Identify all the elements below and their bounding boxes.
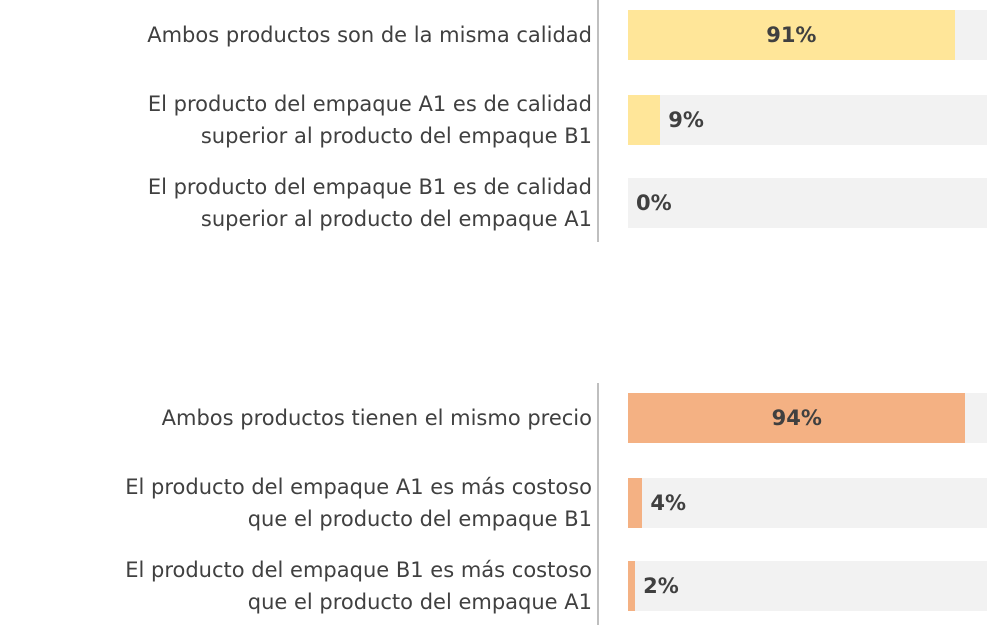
category-label: Ambos productos son de la misma calidad [147, 23, 592, 47]
value-label: 91% [766, 23, 817, 47]
bar-chart: Ambos productos son de la misma calidad 9… [0, 0, 987, 242]
bar-track: 0% [628, 178, 987, 228]
bar [628, 10, 955, 60]
category-label: El producto del empaque B1 es de calidad… [147, 175, 592, 231]
value-label: 4% [650, 491, 687, 515]
bar-track: 4% [628, 478, 987, 528]
bar [628, 478, 643, 528]
category-label: El producto del empaque B1 es más costos… [125, 558, 592, 614]
value-label: 0% [636, 191, 672, 215]
axis-line [597, 383, 599, 625]
axis-line [597, 0, 599, 242]
bar [628, 393, 966, 443]
bar-track: 94% [628, 393, 987, 443]
bar-track: 9% [628, 95, 987, 145]
value-label: 94% [771, 406, 822, 430]
bar-track: 91% [628, 10, 987, 60]
bar-track: 2% [628, 561, 987, 611]
value-label: 2% [643, 574, 679, 598]
category-label: El producto del empaque A1 es de calidad… [147, 92, 592, 148]
bar [628, 95, 661, 145]
bar-chart: Ambos productos tienen el mismo precio 94… [0, 383, 987, 625]
category-label: Ambos productos tienen el mismo precio [161, 406, 592, 430]
category-label: El producto del empaque A1 es más costos… [125, 475, 592, 531]
value-label: 9% [668, 108, 704, 132]
bar [628, 561, 636, 611]
